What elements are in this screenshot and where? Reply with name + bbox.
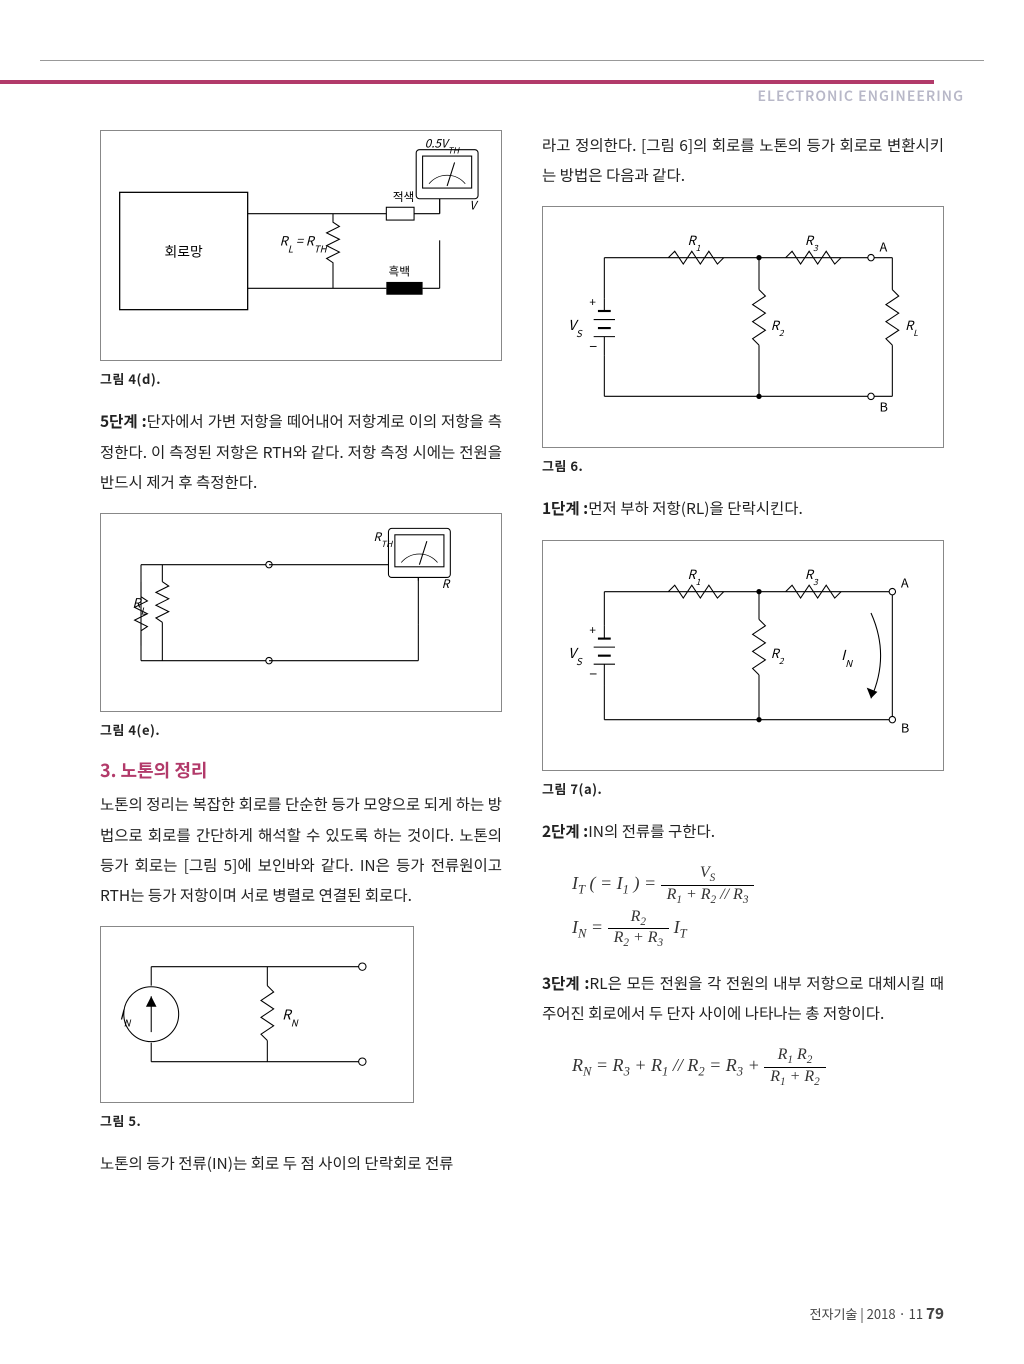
step1-text: 1단계 :먼저 부하 저항(RL)을 단락시킨다. bbox=[542, 493, 944, 523]
svg-text:VS: VS bbox=[568, 315, 583, 341]
accent-rule bbox=[0, 80, 934, 84]
fig6-caption: 그림 6. bbox=[542, 456, 944, 475]
footer-mag: 전자기술 bbox=[809, 1304, 857, 1323]
step2-lead: 2단계 : bbox=[542, 820, 588, 842]
svg-text:R3: R3 bbox=[805, 564, 819, 588]
page-content: 회로망 RL = RTH 적색 흑백 bbox=[100, 130, 944, 1284]
top-rule bbox=[40, 60, 984, 61]
fig4d-box-label: 회로망 bbox=[165, 244, 204, 259]
step3-lead: 3단계 : bbox=[542, 972, 589, 994]
section-3-heading: 3. 노톤의 정리 bbox=[100, 757, 502, 783]
figure-7a: + − VS R1 R3 R2 IN bbox=[542, 540, 944, 771]
figure-4e: RL R RTH bbox=[100, 513, 502, 712]
page-number: 79 bbox=[926, 1303, 944, 1324]
step3-text: 3단계 :RL은 모든 전원을 각 전원의 내부 저항으로 대체시킬 때 주어진… bbox=[542, 968, 944, 1028]
svg-text:R1: R1 bbox=[688, 564, 701, 588]
svg-text:R1: R1 bbox=[688, 230, 701, 254]
right-column: 라고 정의한다. [그림 6]의 회로를 노톤의 등가 회로로 변환시키는 방법… bbox=[542, 130, 944, 1178]
svg-text:R2: R2 bbox=[771, 316, 785, 340]
svg-text:RL: RL bbox=[905, 316, 918, 340]
svg-text:B: B bbox=[901, 717, 909, 736]
fig5-caption: 그림 5. bbox=[100, 1111, 502, 1130]
step2-body: IN의 전류를 구한다. bbox=[588, 820, 715, 842]
svg-text:B: B bbox=[880, 397, 888, 416]
svg-text:IN: IN bbox=[841, 644, 853, 670]
svg-text:V: V bbox=[470, 196, 479, 213]
step1-body: 먼저 부하 저항(RL)을 단락시킨다. bbox=[588, 497, 803, 519]
step5-body: 단자에서 가변 저항을 떼어내어 저항계로 이의 저항을 측정한다. 이 측정된… bbox=[100, 410, 502, 492]
page-footer: 전자기술 | 2018 · 11 79 bbox=[809, 1303, 944, 1324]
left-column: 회로망 RL = RTH 적색 흑백 bbox=[100, 130, 502, 1178]
step3-body: RL은 모든 전원을 각 전원의 내부 저항으로 대체시킬 때 주어진 회로에서… bbox=[542, 972, 944, 1024]
svg-text:A: A bbox=[901, 572, 909, 591]
footer-issue: 2018 · 11 bbox=[867, 1304, 923, 1323]
svg-text:R3: R3 bbox=[805, 230, 819, 254]
svg-text:R: R bbox=[442, 575, 451, 592]
svg-text:VS: VS bbox=[568, 641, 583, 667]
step5-lead: 5단계 : bbox=[100, 410, 147, 432]
step2-text: 2단계 :IN의 전류를 구한다. bbox=[542, 816, 944, 846]
step1-lead: 1단계 : bbox=[542, 497, 588, 519]
fig4d-caption: 그림 4(d). bbox=[100, 369, 502, 388]
section-3-para: 노톤의 정리는 복잡한 회로를 단순한 등가 모양으로 되게 하는 방법으로 회… bbox=[100, 789, 502, 910]
fig4d-rl-label: RL = RTH bbox=[280, 231, 328, 256]
fig5-rn: RN bbox=[282, 1004, 299, 1030]
step5-text: 5단계 :단자에서 가변 저항을 떼어내어 저항계로 이의 저항을 측정한다. … bbox=[100, 406, 502, 497]
svg-text:A: A bbox=[880, 237, 888, 256]
svg-text:−: − bbox=[589, 336, 597, 356]
svg-text:−: − bbox=[589, 663, 597, 683]
svg-text:+: + bbox=[589, 621, 596, 638]
equation-block-2: RN = R3 + R1 // R2 = R3 + R1 R2R1 + R2 bbox=[572, 1044, 944, 1088]
svg-text:+: + bbox=[589, 294, 596, 311]
header-label: ELECTRONIC ENGINEERING bbox=[758, 86, 964, 106]
left-trailing: 노톤의 등가 전류(IN)는 회로 두 점 사이의 단락회로 전류 bbox=[100, 1148, 502, 1178]
fig4d-red: 적색 bbox=[393, 188, 415, 205]
figure-4d: 회로망 RL = RTH 적색 흑백 bbox=[100, 130, 502, 361]
fig7a-caption: 그림 7(a). bbox=[542, 779, 944, 798]
footer-sep: | bbox=[857, 1304, 866, 1323]
equation-block-1: IT ( = I1 ) = VSR1 + R2 // R3 IN = R2R2 … bbox=[572, 862, 944, 950]
svg-text:R2: R2 bbox=[771, 642, 785, 666]
fig4e-rl: RL bbox=[132, 592, 146, 617]
fig4d-black: 흑백 bbox=[388, 263, 410, 280]
right-intro: 라고 정의한다. [그림 6]의 회로를 노톤의 등가 회로로 변환시키는 방법… bbox=[542, 130, 944, 190]
figure-5: IN RN bbox=[100, 926, 414, 1102]
figure-6: + − VS R1 R3 R2 bbox=[542, 206, 944, 448]
fig4e-caption: 그림 4(e). bbox=[100, 720, 502, 739]
